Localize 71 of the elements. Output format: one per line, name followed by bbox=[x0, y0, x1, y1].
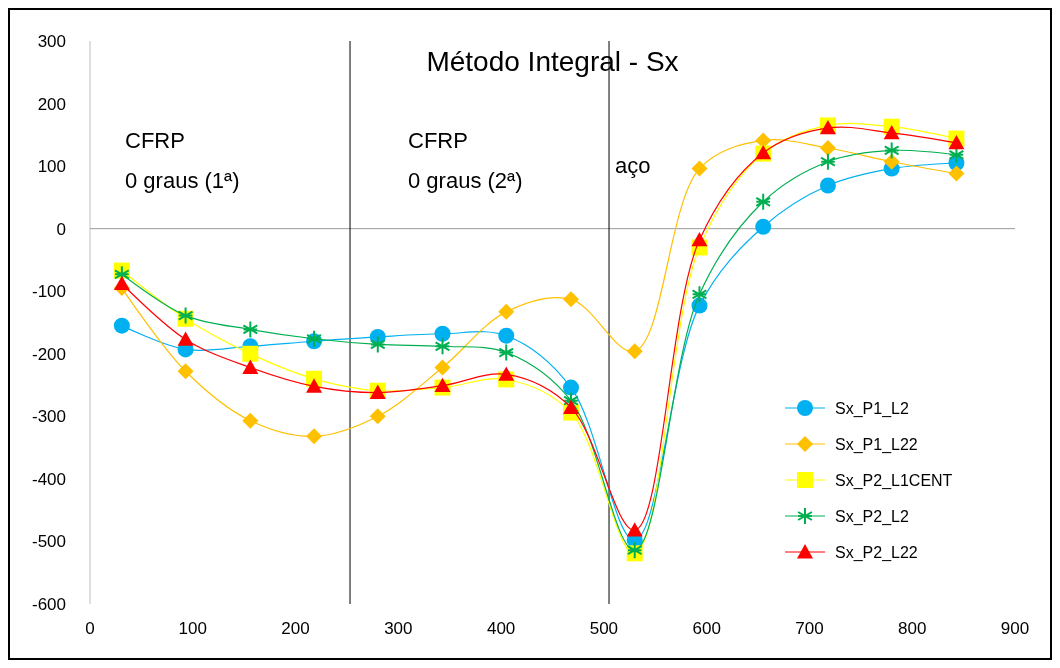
point bbox=[177, 331, 194, 346]
annotation: CFRP bbox=[408, 128, 468, 153]
annotation: aço bbox=[615, 153, 651, 178]
point bbox=[626, 522, 643, 537]
point bbox=[819, 139, 836, 156]
point bbox=[883, 141, 900, 160]
point bbox=[369, 408, 386, 425]
x-tick-label: 0 bbox=[85, 619, 95, 638]
y-tick-label: 200 bbox=[37, 94, 66, 114]
annotation: 0 graus (1ª) bbox=[125, 168, 240, 193]
y-tick-label: -400 bbox=[31, 469, 66, 489]
legend-label: Sx_P2_L1CENT bbox=[835, 471, 953, 490]
point bbox=[242, 359, 259, 374]
x-tick-label: 100 bbox=[178, 619, 207, 638]
point bbox=[755, 218, 772, 235]
legend-label: Sx_P1_L2 bbox=[835, 399, 909, 418]
point bbox=[626, 343, 643, 360]
x-tick-label: 800 bbox=[898, 619, 927, 638]
point bbox=[113, 317, 130, 334]
point bbox=[242, 320, 259, 339]
point bbox=[306, 378, 323, 393]
point bbox=[563, 291, 579, 308]
legend-label: Sx_P2_L22 bbox=[835, 543, 918, 562]
y-tick-label: -600 bbox=[31, 594, 66, 614]
point bbox=[948, 165, 965, 182]
point bbox=[819, 177, 836, 194]
point bbox=[691, 285, 708, 304]
x-tick-label: 500 bbox=[589, 619, 619, 638]
point bbox=[498, 303, 515, 320]
point bbox=[369, 335, 386, 354]
y-tick-label: -200 bbox=[31, 344, 66, 364]
x-tick-label: 400 bbox=[486, 619, 516, 638]
x-tick-label: 600 bbox=[692, 619, 721, 638]
point bbox=[177, 363, 194, 380]
point bbox=[948, 134, 965, 150]
point bbox=[434, 359, 451, 376]
chart-title: Método Integral - Sx bbox=[426, 46, 679, 77]
x-tick-label: 200 bbox=[281, 619, 310, 638]
y-tick-label: -300 bbox=[31, 407, 66, 427]
point bbox=[242, 345, 259, 362]
point bbox=[434, 337, 451, 356]
point bbox=[691, 160, 708, 177]
point bbox=[563, 379, 579, 396]
y-tick-label: 0 bbox=[56, 219, 66, 239]
point bbox=[498, 343, 515, 362]
point bbox=[306, 428, 323, 445]
point bbox=[755, 192, 772, 211]
point bbox=[883, 124, 900, 140]
point bbox=[177, 306, 194, 325]
x-tick-label: 300 bbox=[384, 619, 413, 638]
x-tick-label: 900 bbox=[1000, 619, 1030, 638]
point bbox=[113, 275, 130, 291]
point bbox=[242, 412, 259, 429]
annotation: CFRP bbox=[125, 128, 185, 153]
legend-label: Sx_P1_L22 bbox=[835, 435, 918, 454]
y-tick-label: -100 bbox=[31, 282, 66, 302]
annotation: 0 graus (2ª) bbox=[408, 168, 523, 193]
x-tick-label: 700 bbox=[795, 619, 824, 638]
point bbox=[498, 366, 515, 381]
point bbox=[498, 327, 515, 344]
legend-label: Sx_P2_L2 bbox=[835, 507, 909, 526]
point bbox=[306, 329, 322, 348]
y-tick-label: -500 bbox=[31, 532, 66, 552]
point bbox=[434, 325, 451, 342]
point bbox=[691, 231, 708, 247]
y-tick-label: 100 bbox=[37, 157, 66, 177]
point bbox=[883, 153, 900, 170]
point bbox=[626, 541, 643, 560]
point bbox=[563, 399, 579, 414]
point bbox=[820, 152, 836, 171]
y-tick-label: 300 bbox=[37, 31, 66, 51]
